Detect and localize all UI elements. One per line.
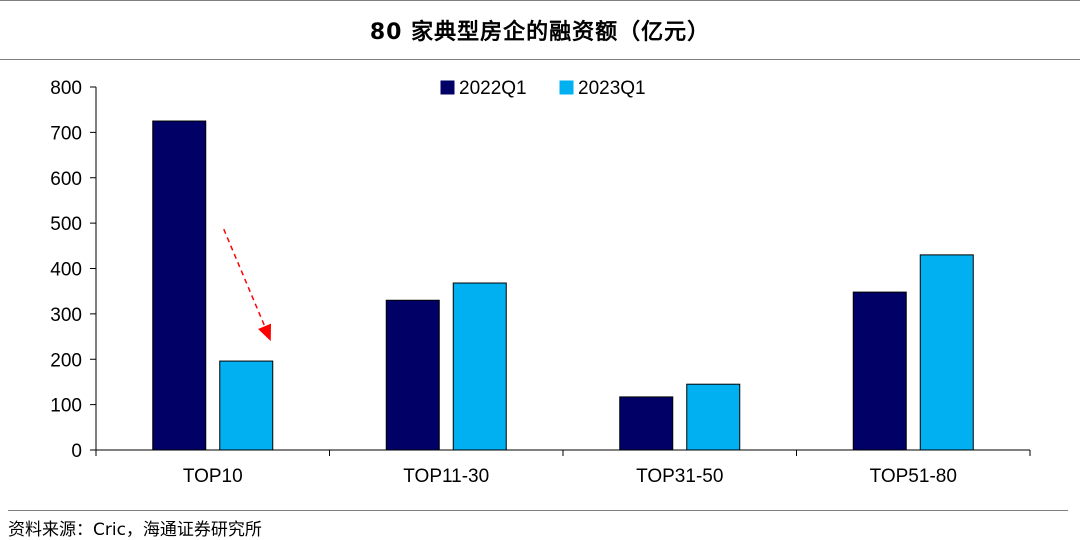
bar-2022Q1-TOP31-50 — [619, 396, 674, 451]
source-note: 资料来源：Cric，海通证券研究所 — [8, 510, 1068, 540]
annotation-arrow-head — [258, 323, 272, 342]
y-tick-label: 500 — [50, 214, 82, 235]
bar-2023Q1-TOP10 — [219, 360, 274, 451]
legend-label-2023Q1: 2023Q1 — [578, 78, 646, 99]
y-tick-label: 200 — [50, 350, 82, 371]
y-tick-label: 800 — [50, 78, 82, 99]
y-tick-label: 600 — [50, 169, 82, 190]
legend-label-2022Q1: 2022Q1 — [459, 78, 527, 99]
x-tick-label: TOP11-30 — [403, 466, 489, 487]
x-tick-label: TOP10 — [183, 466, 243, 487]
annotation-arrow-line — [223, 228, 268, 332]
x-tick-label: TOP31-50 — [636, 466, 723, 487]
bar-2022Q1-TOP51-80 — [852, 291, 907, 451]
y-tick-label: 700 — [50, 123, 82, 144]
x-tick-label: TOP51-80 — [870, 466, 957, 487]
legend-swatch-2023Q1 — [559, 80, 574, 95]
y-tick-label: 400 — [50, 260, 82, 281]
bar-chart: 0 100 200 300 400 500 600 700 800 TOP10 TOP11-30 TO… — [50, 78, 1031, 487]
bar-2023Q1-TOP11-30 — [452, 282, 507, 451]
bar-2022Q1-TOP10 — [152, 120, 207, 451]
bar-2023Q1-TOP31-50 — [686, 383, 741, 451]
y-tick-label: 0 — [71, 441, 82, 462]
y-tick-label: 300 — [50, 305, 82, 326]
legend-swatch-2022Q1 — [440, 80, 455, 95]
chart-area: 0 100 200 300 400 500 600 700 800 TOP10 TOP11-30 TO… — [0, 60, 1080, 506]
chart-title: 80 家典型房企的融资额（亿元） — [369, 20, 711, 45]
bar-2023Q1-TOP51-80 — [919, 254, 974, 451]
chart-title-bar: 80 家典型房企的融资额（亿元） — [0, 0, 1080, 60]
bar-2022Q1-TOP11-30 — [385, 299, 440, 451]
y-tick-label: 100 — [50, 396, 82, 417]
